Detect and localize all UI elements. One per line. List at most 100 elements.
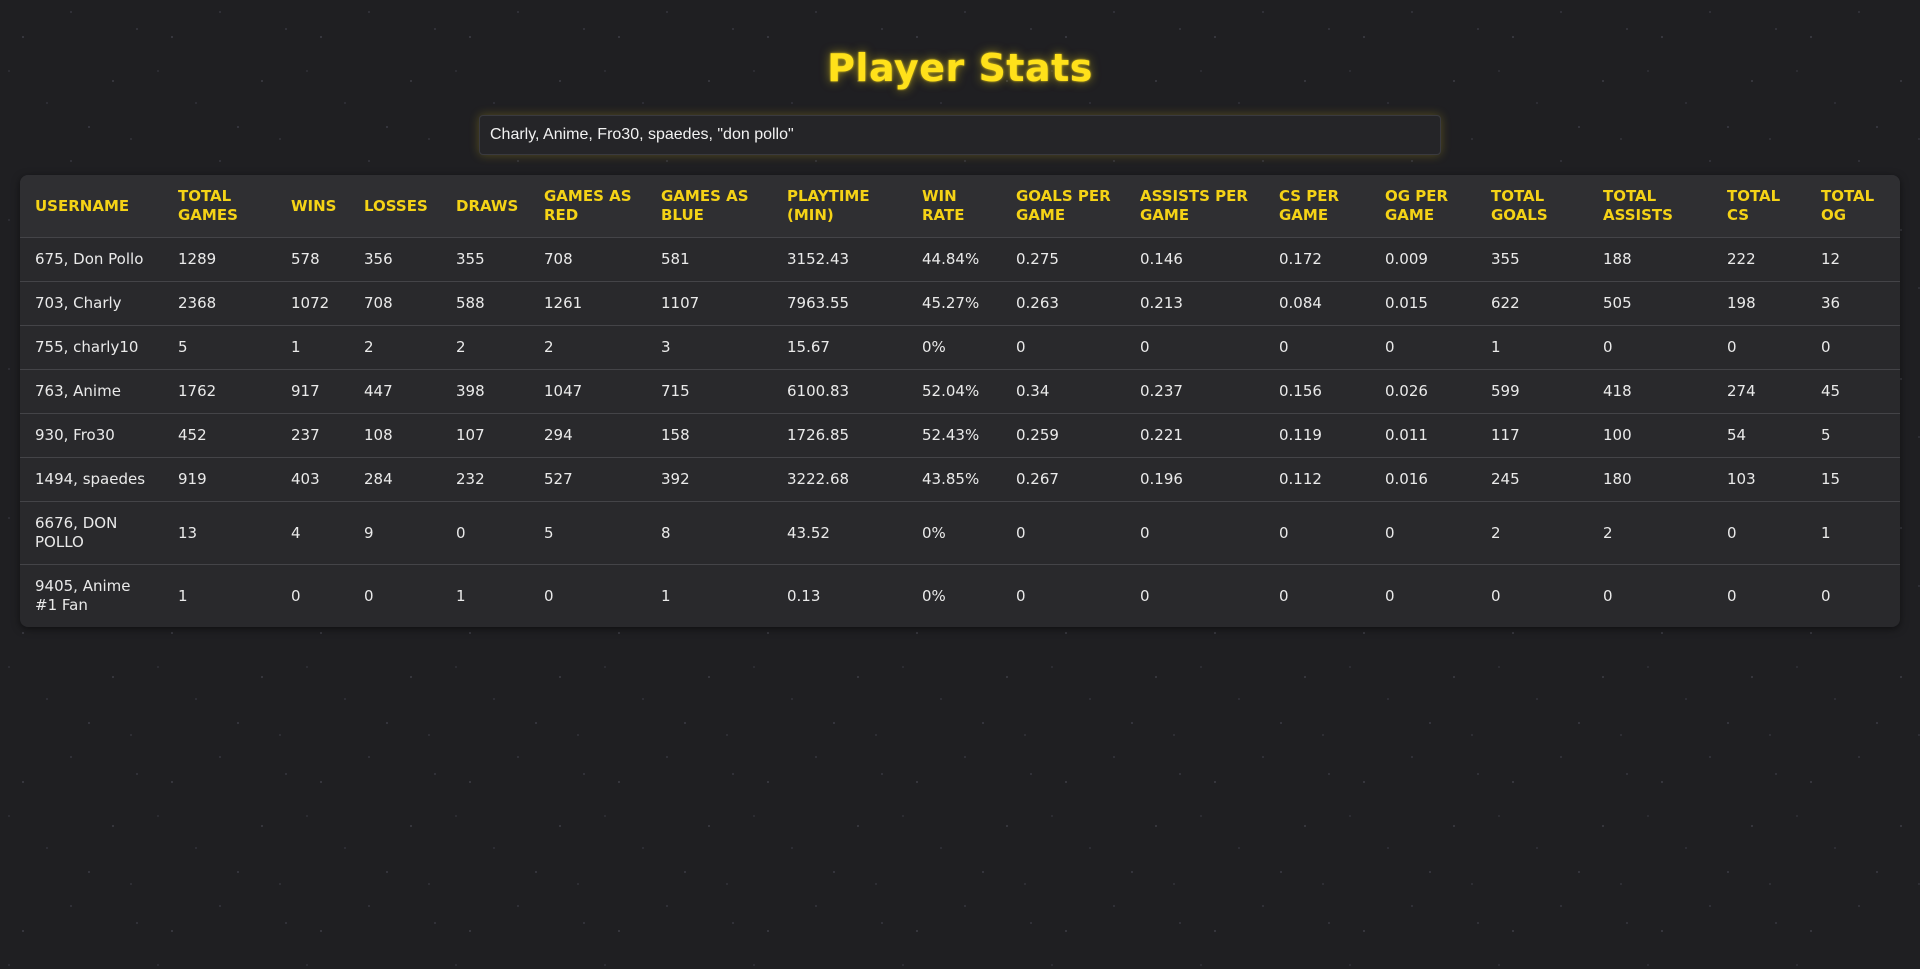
table-cell: 45 bbox=[1806, 369, 1900, 414]
table-cell: 2 bbox=[1588, 501, 1712, 565]
table-cell: 52.43% bbox=[907, 413, 1001, 458]
table-cell: 0.172 bbox=[1264, 237, 1370, 282]
table-cell: 1072 bbox=[276, 281, 349, 326]
table-cell: 0 bbox=[1001, 325, 1125, 370]
table-cell: 2368 bbox=[163, 281, 276, 326]
table-cell: 0 bbox=[291, 586, 301, 605]
table-cell: 1762 bbox=[163, 369, 276, 414]
table-cell: 43.85% bbox=[907, 457, 1001, 502]
table-cell: 222 bbox=[1712, 237, 1806, 282]
table-cell: 5 bbox=[163, 325, 276, 370]
column-header-games-as-blue[interactable]: Games as Blue bbox=[646, 175, 772, 238]
table-cell: 0% bbox=[907, 501, 1001, 565]
table-cell: 919 bbox=[163, 457, 276, 502]
table-cell: 3 bbox=[646, 325, 772, 370]
table-cell: 0.34 bbox=[1001, 369, 1125, 414]
table-row: 1494, spaedes 919 403 284 232 527 392 32… bbox=[20, 457, 1900, 502]
table-row: 675, Don Pollo 1289 578 356 355 708 581 … bbox=[20, 237, 1900, 282]
table-row: 9405, Anime #1 Fan 1 0 0 1 0 1 0.13 0% 0… bbox=[20, 565, 1900, 628]
table-cell: 2 bbox=[529, 325, 646, 370]
table-cell: 1 bbox=[661, 586, 671, 605]
column-header-total-cs[interactable]: Total CS bbox=[1712, 175, 1806, 238]
table-cell: 0 bbox=[1279, 586, 1289, 605]
table-cell: 930, Fro30 bbox=[20, 413, 163, 458]
table-cell: 392 bbox=[646, 457, 772, 502]
column-header-assists-per-game[interactable]: Assists per Game bbox=[1125, 175, 1264, 238]
table-cell: 4 bbox=[276, 501, 349, 565]
table-cell: 0 bbox=[1821, 586, 1831, 605]
search-input[interactable] bbox=[479, 115, 1441, 155]
column-header-og-per-game[interactable]: OG per Game bbox=[1370, 175, 1476, 238]
table-cell: 12 bbox=[1806, 237, 1900, 282]
table-cell: 5 bbox=[529, 501, 646, 565]
column-header-total-assists[interactable]: Total Assists bbox=[1588, 175, 1712, 238]
table-cell: 294 bbox=[529, 413, 646, 458]
column-header-playtime[interactable]: Playtime (min) bbox=[772, 175, 907, 238]
table-cell: 237 bbox=[276, 413, 349, 458]
column-header-losses[interactable]: Losses bbox=[349, 175, 441, 238]
column-header-cs-per-game[interactable]: CS per Game bbox=[1264, 175, 1370, 238]
column-header-wins[interactable]: Wins bbox=[276, 175, 349, 238]
search-box bbox=[479, 115, 1441, 155]
column-header-total-og[interactable]: Total OG bbox=[1806, 175, 1900, 238]
table-cell: 107 bbox=[441, 413, 529, 458]
table-cell: 0% bbox=[922, 586, 946, 605]
table-cell: 2 bbox=[1476, 501, 1588, 565]
table-cell: 1726.85 bbox=[772, 413, 907, 458]
table-cell: 1 bbox=[1806, 501, 1900, 565]
table-header-row: Username Total Games Wins Losses Draws G… bbox=[20, 175, 1900, 238]
table-cell: 100 bbox=[1588, 413, 1712, 458]
table-cell: 0.026 bbox=[1370, 369, 1476, 414]
table-cell: 8 bbox=[646, 501, 772, 565]
table-cell: 45.27% bbox=[907, 281, 1001, 326]
table-cell: 0.119 bbox=[1264, 413, 1370, 458]
column-header-win-rate[interactable]: Win Rate bbox=[907, 175, 1001, 238]
table-row: 930, Fro30 452 237 108 107 294 158 1726.… bbox=[20, 413, 1900, 458]
table-cell: 703, Charly bbox=[20, 281, 163, 326]
table-cell: 715 bbox=[646, 369, 772, 414]
table-cell: 403 bbox=[276, 457, 349, 502]
table-cell: 54 bbox=[1712, 413, 1806, 458]
table-cell: 0 bbox=[1125, 501, 1264, 565]
table-cell: 355 bbox=[1476, 237, 1588, 282]
column-header-total-games[interactable]: Total Games bbox=[163, 175, 276, 238]
column-header-draws[interactable]: Draws bbox=[441, 175, 529, 238]
table-cell: 0% bbox=[907, 325, 1001, 370]
table-cell: 103 bbox=[1712, 457, 1806, 502]
table-cell: 274 bbox=[1712, 369, 1806, 414]
table-cell: 1 bbox=[276, 325, 349, 370]
table-cell: 7963.55 bbox=[772, 281, 907, 326]
table-cell: 15.67 bbox=[772, 325, 907, 370]
table-cell: 0 bbox=[1140, 586, 1150, 605]
table-cell: 117 bbox=[1476, 413, 1588, 458]
page-title: Player Stats bbox=[827, 46, 1093, 90]
table-cell: 232 bbox=[441, 457, 529, 502]
table-cell: 708 bbox=[529, 237, 646, 282]
column-header-games-as-red[interactable]: Games as Red bbox=[529, 175, 646, 238]
table-cell: 0 bbox=[1603, 586, 1613, 605]
table-cell: 2 bbox=[441, 325, 529, 370]
table-cell: 0 bbox=[1370, 501, 1476, 565]
table-cell: 0 bbox=[1712, 501, 1806, 565]
table-cell: 0 bbox=[1001, 501, 1125, 565]
table-cell: 356 bbox=[349, 237, 441, 282]
table-cell: 581 bbox=[646, 237, 772, 282]
table-cell: 0.221 bbox=[1125, 413, 1264, 458]
table-cell: 6676, DON POLLO bbox=[20, 501, 163, 565]
table-cell: 0 bbox=[364, 586, 374, 605]
table-cell: 1289 bbox=[163, 237, 276, 282]
table-cell: 0.275 bbox=[1001, 237, 1125, 282]
table-cell: 245 bbox=[1476, 457, 1588, 502]
table-cell: 0 bbox=[1385, 586, 1395, 605]
table-cell: 52.04% bbox=[907, 369, 1001, 414]
table-cell: 588 bbox=[441, 281, 529, 326]
table-cell: 1261 bbox=[529, 281, 646, 326]
table-cell: 0.011 bbox=[1370, 413, 1476, 458]
table-cell: 755, charly10 bbox=[20, 325, 163, 370]
column-header-goals-per-game[interactable]: Goals per Game bbox=[1001, 175, 1125, 238]
table-cell: 0.156 bbox=[1264, 369, 1370, 414]
column-header-total-goals[interactable]: Total Goals bbox=[1476, 175, 1588, 238]
column-header-username[interactable]: Username bbox=[20, 175, 163, 238]
table-cell: 1047 bbox=[529, 369, 646, 414]
table-cell: 0.146 bbox=[1125, 237, 1264, 282]
